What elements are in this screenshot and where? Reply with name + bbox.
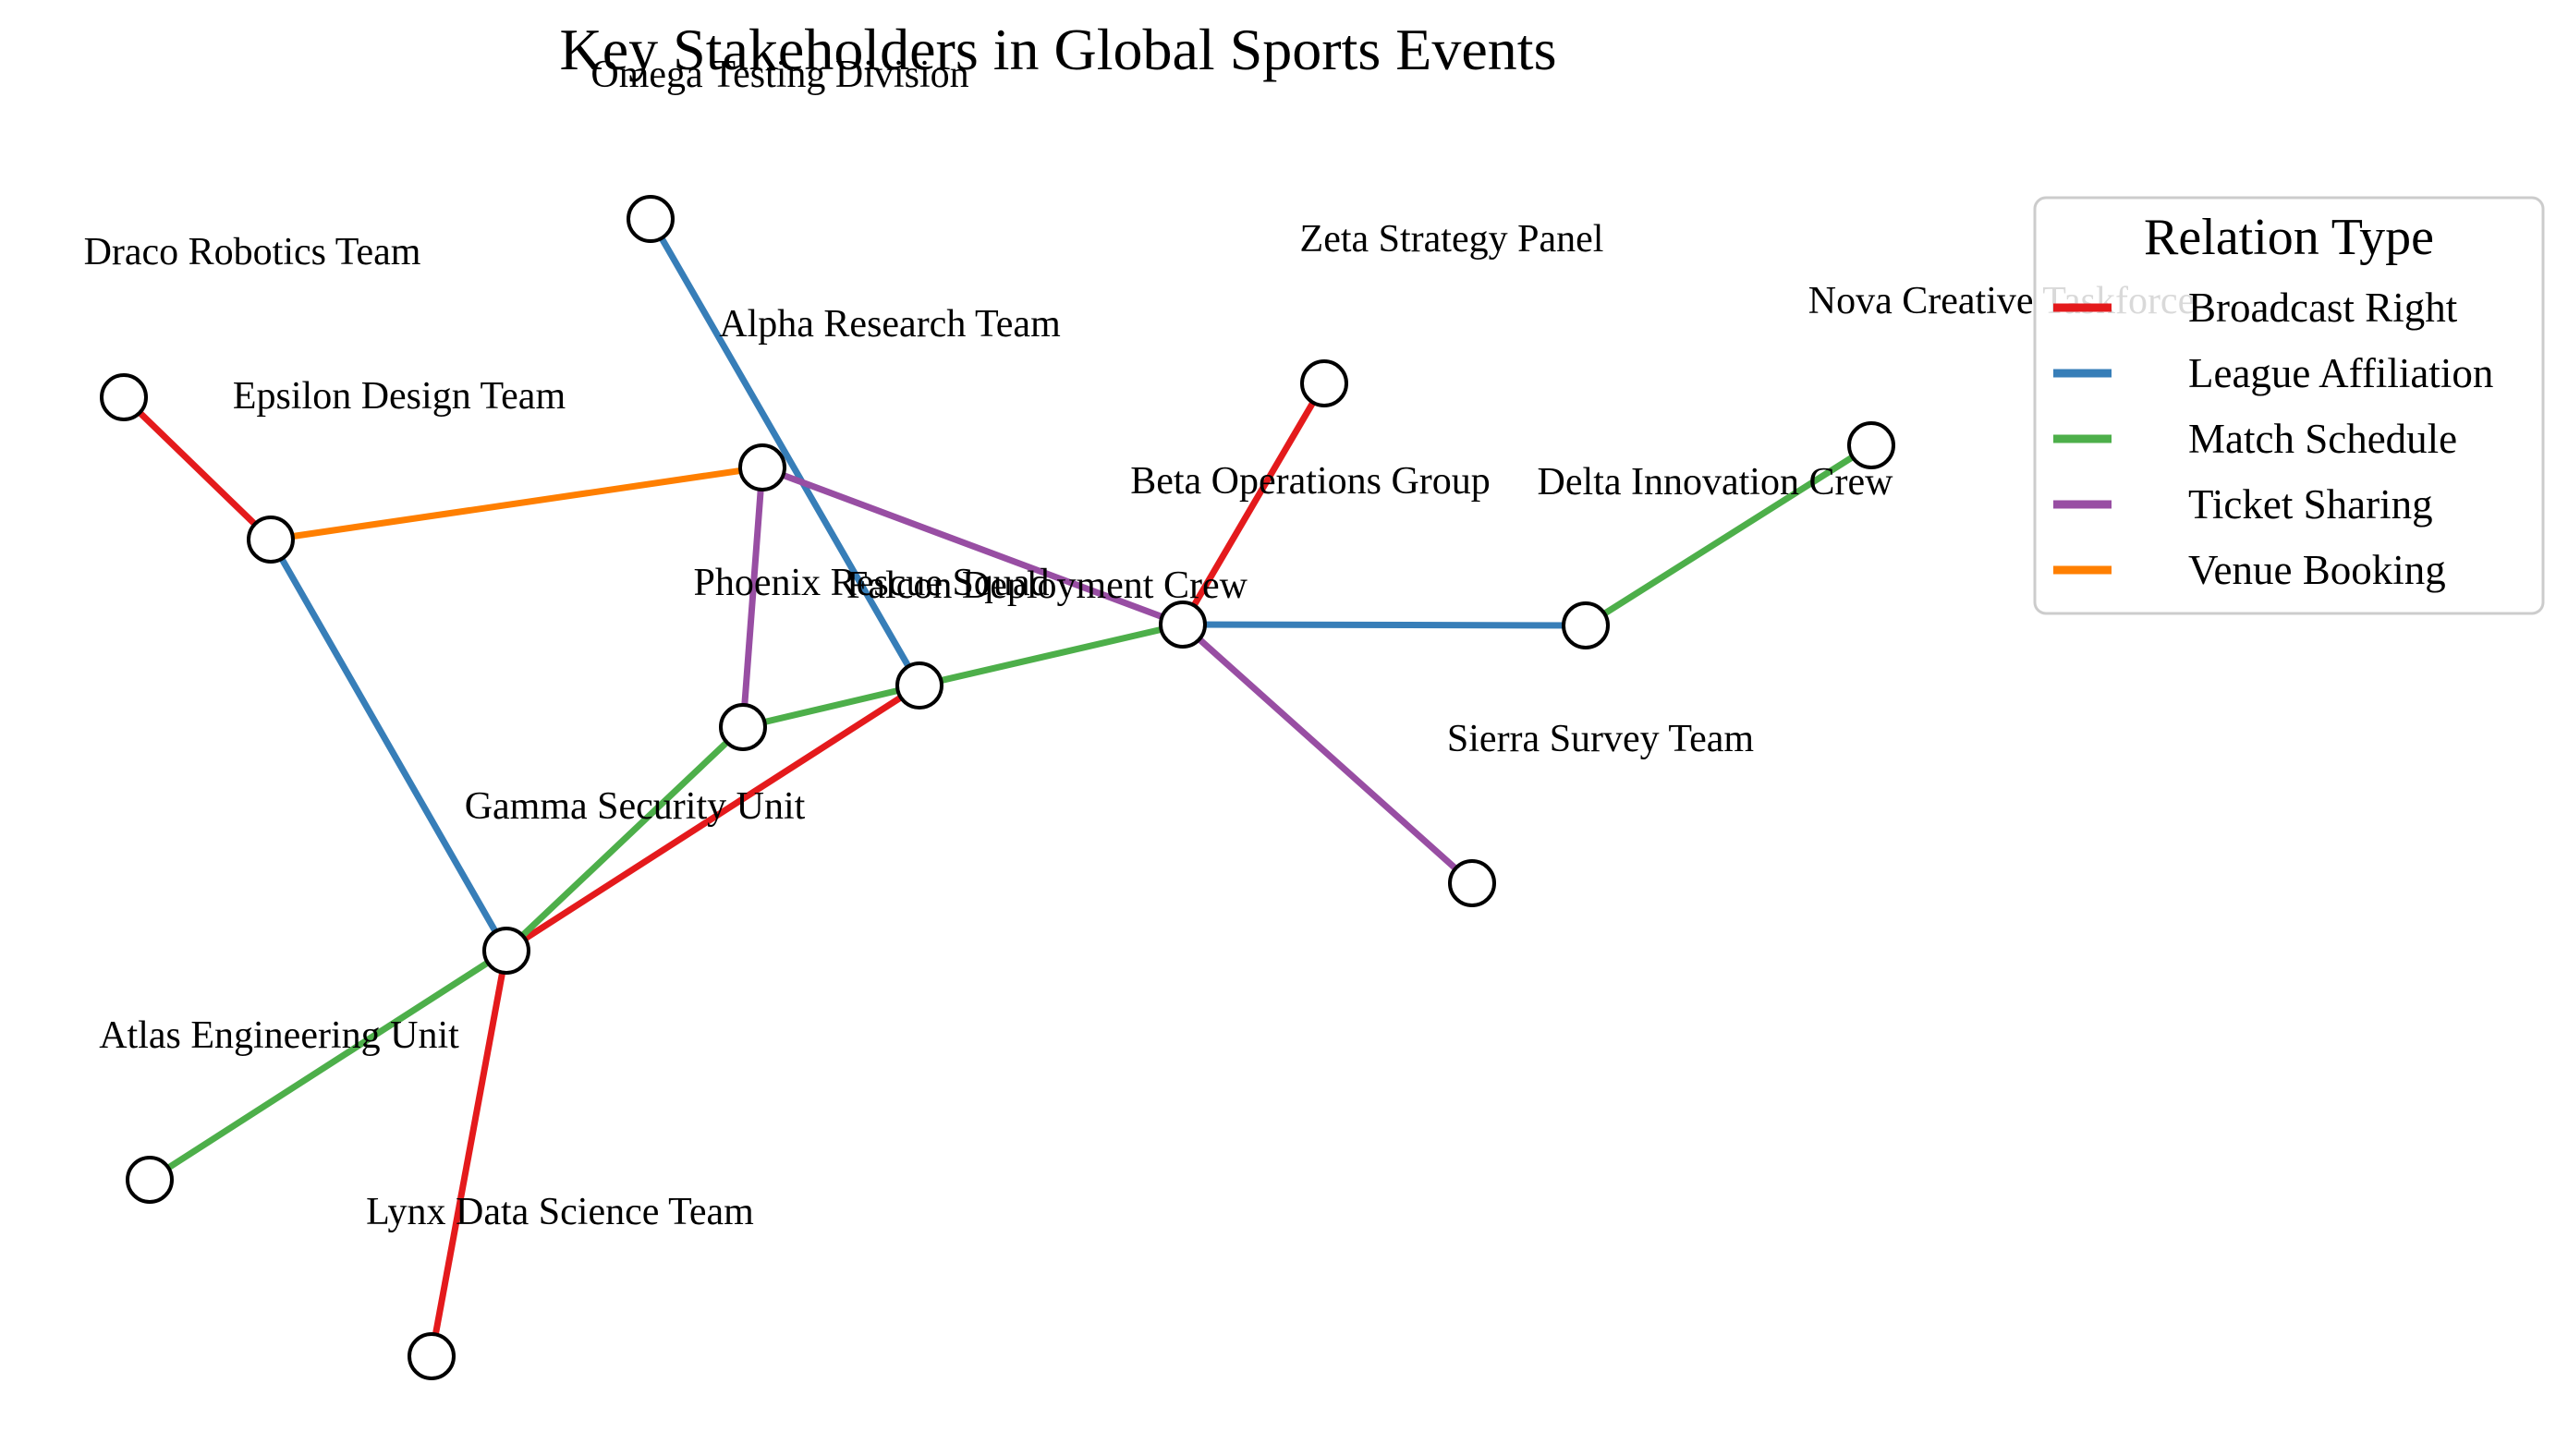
edge-delta-nova: [1584, 443, 1873, 628]
node-label-atlas: Atlas Engineering Unit: [99, 1014, 459, 1057]
edge-falcon-phoenix: [742, 682, 920, 731]
legend-label-league-affiliation: League Affiliation: [2188, 350, 2493, 396]
node-zeta: [1300, 359, 1348, 407]
legend-items: Broadcast Right League Affiliation Match S…: [2053, 285, 2493, 593]
node-beta: [1159, 601, 1207, 649]
node-delta: [1562, 601, 1610, 649]
node-label-draco: Draco Robotics Team: [84, 231, 421, 273]
legend-label-match-schedule: Match Schedule: [2188, 416, 2457, 462]
edge-falcon-gamma: [505, 683, 921, 953]
legend-label-broadcast-right: Broadcast Right: [2188, 285, 2458, 331]
edge-alpha-phoenix: [739, 467, 766, 728]
node-label-omega: Omega Testing Division: [590, 54, 968, 96]
node-label-zeta: Zeta Strategy Panel: [1300, 218, 1604, 261]
node-phoenix: [719, 703, 767, 751]
node-falcon: [895, 661, 943, 710]
edge-alpha-beta: [761, 464, 1185, 628]
chart-title: Key Stakeholders in Global Sports Events: [560, 17, 1557, 82]
node-label-phoenix: Phoenix Rescue Squad: [694, 562, 1050, 604]
node-label-gamma: Gamma Security Unit: [465, 785, 806, 828]
legend: Relation Type Broadcast Right League Affi…: [2033, 196, 2545, 615]
legend-label-venue-booking: Venue Booking: [2188, 547, 2446, 593]
node-label-alpha: Alpha Research Team: [719, 303, 1061, 346]
edge-beta-sierra: [1180, 622, 1475, 886]
edge-draco-epsilon: [121, 394, 274, 542]
node-draco: [100, 373, 148, 421]
node-label-falcon: Falcon Deployment Crew: [846, 564, 1248, 607]
node-label-sierra: Sierra Survey Team: [1447, 718, 1755, 760]
node-label-beta: Beta Operations Group: [1130, 460, 1491, 503]
edge-zeta-beta: [1179, 382, 1328, 626]
node-atlas: [126, 1156, 174, 1204]
node-alpha: [738, 443, 786, 491]
node-labels-layer: Omega Testing Division Draco Robotics Tea…: [84, 54, 2196, 1233]
node-sierra: [1448, 859, 1496, 907]
node-epsilon: [247, 516, 295, 564]
edge-omega-falcon: [647, 217, 923, 687]
edge-phoenix-gamma: [504, 724, 746, 953]
node-lynx: [408, 1332, 456, 1380]
node-gamma: [482, 927, 530, 975]
edge-epsilon-gamma: [267, 538, 510, 952]
edges-layer: [121, 217, 1873, 1357]
node-omega: [627, 195, 675, 243]
node-label-epsilon: Epsilon Design Team: [233, 375, 566, 418]
edge-gamma-atlas: [148, 948, 508, 1183]
edge-beta-falcon: [919, 621, 1184, 689]
node-label-lynx: Lynx Data Science Team: [366, 1191, 754, 1233]
legend-title: Relation Type: [2144, 209, 2434, 266]
nodes-layer: [100, 195, 1895, 1380]
edge-epsilon-alpha: [270, 464, 763, 543]
legend-frame: [2033, 196, 2545, 615]
edge-gamma-lynx: [428, 950, 510, 1357]
node-label-delta: Delta Innovation Crew: [1538, 461, 1894, 504]
legend-label-ticket-sharing: Ticket Sharing: [2188, 481, 2433, 528]
node-nova: [1847, 421, 1895, 469]
